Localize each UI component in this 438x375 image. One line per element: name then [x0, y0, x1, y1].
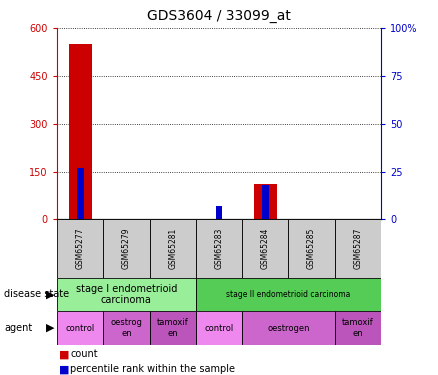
FancyBboxPatch shape — [103, 311, 149, 345]
Text: stage II endometrioid carcinoma: stage II endometrioid carcinoma — [226, 290, 351, 299]
FancyBboxPatch shape — [335, 311, 381, 345]
Text: control: control — [205, 324, 233, 333]
Text: disease state: disease state — [4, 290, 70, 299]
Text: ▶: ▶ — [46, 290, 55, 299]
Bar — [254, 184, 277, 219]
Text: tamoxif
en: tamoxif en — [157, 318, 189, 338]
Text: count: count — [70, 350, 98, 359]
Text: control: control — [65, 324, 95, 333]
FancyBboxPatch shape — [242, 311, 335, 345]
FancyBboxPatch shape — [196, 219, 242, 278]
Text: percentile rank within the sample: percentile rank within the sample — [70, 364, 235, 374]
Bar — [68, 44, 92, 219]
FancyBboxPatch shape — [57, 219, 103, 278]
Bar — [215, 206, 223, 219]
FancyBboxPatch shape — [289, 219, 335, 278]
Text: ▶: ▶ — [46, 323, 55, 333]
Bar — [262, 185, 269, 219]
FancyBboxPatch shape — [196, 278, 381, 311]
Text: oestrogen: oestrogen — [267, 324, 310, 333]
Text: GDS3604 / 33099_at: GDS3604 / 33099_at — [147, 9, 291, 23]
Text: GSM65279: GSM65279 — [122, 228, 131, 269]
Text: tamoxif
en: tamoxif en — [342, 318, 374, 338]
FancyBboxPatch shape — [103, 219, 149, 278]
FancyBboxPatch shape — [57, 311, 103, 345]
Text: GSM65284: GSM65284 — [261, 228, 270, 269]
Text: GSM65277: GSM65277 — [76, 228, 85, 269]
FancyBboxPatch shape — [335, 219, 381, 278]
FancyBboxPatch shape — [57, 278, 196, 311]
FancyBboxPatch shape — [149, 311, 196, 345]
Text: ■: ■ — [59, 350, 70, 359]
Text: GSM65287: GSM65287 — [353, 228, 362, 269]
Text: ■: ■ — [59, 364, 70, 374]
Bar — [77, 168, 84, 219]
Text: stage I endometrioid
carcinoma: stage I endometrioid carcinoma — [76, 284, 177, 305]
Text: GSM65281: GSM65281 — [168, 228, 177, 269]
Text: oestrog
en: oestrog en — [110, 318, 142, 338]
FancyBboxPatch shape — [149, 219, 196, 278]
Text: GSM65283: GSM65283 — [215, 228, 223, 269]
FancyBboxPatch shape — [242, 219, 289, 278]
FancyBboxPatch shape — [196, 311, 242, 345]
Text: GSM65285: GSM65285 — [307, 228, 316, 269]
Text: agent: agent — [4, 323, 32, 333]
